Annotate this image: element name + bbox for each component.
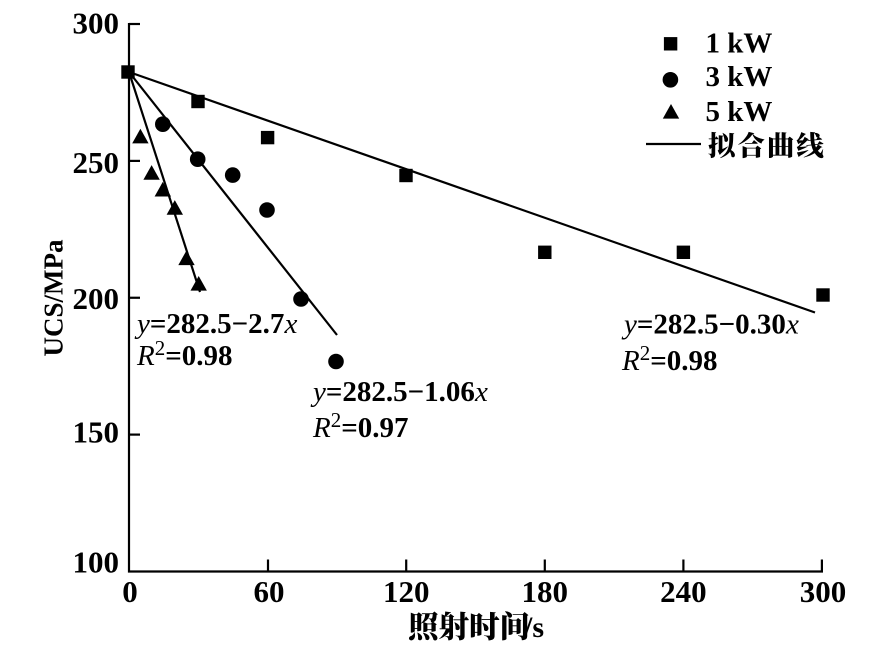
svg-text:y=282.5−1.06x: y=282.5−1.06x: [310, 376, 488, 408]
svg-text:R2=0.98: R2=0.98: [621, 341, 718, 377]
svg-text:R2=0.97: R2=0.97: [312, 408, 409, 444]
svg-text:250: 250: [73, 145, 120, 180]
svg-text:R2=0.98: R2=0.98: [136, 336, 233, 372]
svg-text:60: 60: [254, 574, 285, 609]
svg-text:150: 150: [73, 415, 120, 450]
svg-text:200: 200: [73, 281, 120, 316]
svg-text:y=282.5−2.7x: y=282.5−2.7x: [134, 308, 297, 340]
svg-text:UCS/MPa: UCS/MPa: [39, 239, 69, 356]
svg-text:0: 0: [122, 574, 138, 609]
svg-text:y=282.5−0.30x: y=282.5−0.30x: [621, 309, 799, 341]
svg-text:1 kW: 1 kW: [706, 27, 773, 59]
svg-text:240: 240: [660, 574, 707, 609]
svg-text:180: 180: [522, 574, 569, 609]
svg-text:3 kW: 3 kW: [706, 61, 773, 93]
svg-text:300: 300: [73, 6, 120, 41]
svg-text:100: 100: [73, 545, 120, 580]
svg-text:120: 120: [383, 574, 430, 609]
svg-text:300: 300: [800, 574, 847, 609]
svg-text:/s: /s: [523, 611, 544, 644]
svg-text:5 kW: 5 kW: [706, 96, 773, 128]
